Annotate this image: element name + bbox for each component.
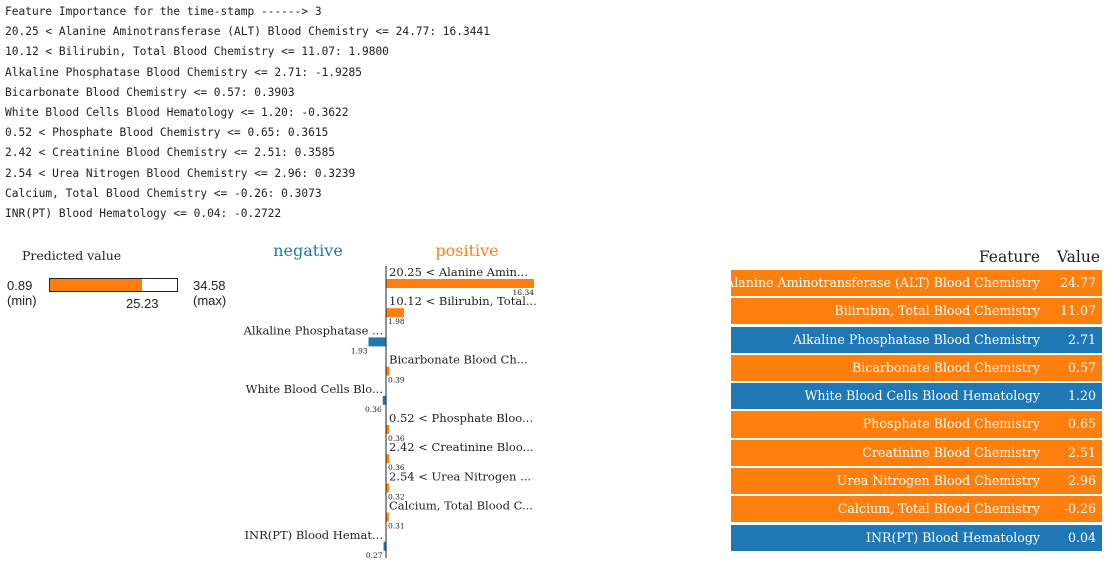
console-line: 0.52 < Phosphate Blood Chemistry <= 0.65… — [5, 126, 329, 140]
bar-value-label: 0.36 — [388, 434, 405, 443]
importance-bar — [368, 337, 386, 347]
console-line: Bicarbonate Blood Chemistry <= 0.57: 0.3… — [5, 85, 295, 99]
bar-feature-label: 0.52 < Phosphate Bloo... — [389, 411, 533, 425]
table-cell-feature: Creatinine Blood Chemistry — [862, 444, 1040, 460]
console-line: 2.42 < Creatinine Blood Chemistry <= 2.5… — [5, 146, 336, 160]
table-row: INR(PT) Blood Hematology 0.04 — [731, 524, 1102, 551]
predicted-value-title: Predicted value — [22, 248, 122, 263]
predicted-max-caption: (max) — [193, 293, 227, 308]
table-cell-value: 0.65 — [1067, 416, 1096, 432]
importance-bar — [386, 483, 389, 493]
bar-feature-label: 20.25 < Alanine Amin... — [389, 265, 528, 279]
table-cell-value: 11.07 — [1059, 303, 1096, 319]
table-row: Phosphate Blood Chemistry 0.65 — [731, 411, 1102, 438]
bar-feature-label: Bicarbonate Blood Ch... — [389, 353, 528, 367]
table-row: Bilirubin, Total Blood Chemistry 11.07 — [731, 298, 1102, 325]
table-cell-feature: Calcium, Total Blood Chemistry — [837, 501, 1040, 517]
importance-bar — [386, 366, 390, 376]
bar-value-label: 0.36 — [388, 463, 405, 472]
feature-importance-chart: negative positive 20.25 < Alanine Amin..… — [243, 241, 537, 560]
table-row: White Blood Cells Blood Hematology 1.20 — [731, 383, 1102, 410]
predicted-value-label: 25.23 — [126, 296, 159, 311]
table-row: Bicarbonate Blood Chemistry 0.57 — [731, 354, 1102, 381]
bar-value-label: 1.93 — [351, 346, 368, 355]
table-header: Feature Value — [731, 246, 1102, 270]
header-value: Value — [1056, 248, 1100, 266]
table-cell-value: 0.57 — [1067, 359, 1096, 375]
header-feature: Feature — [978, 248, 1040, 266]
table-cell-value: 2.71 — [1067, 331, 1096, 347]
table-cell-value: 0.04 — [1067, 529, 1096, 545]
console-line: INR(PT) Blood Hematology <= 0.04: -0.272… — [5, 206, 282, 220]
table-row: Alanine Aminotransferase (ALT) Blood Che… — [725, 270, 1102, 297]
console-line: 10.12 < Bilirubin, Total Blood Chemistry… — [5, 45, 389, 59]
predicted-min-value: 0.89 — [7, 278, 33, 293]
table-cell-value: 2.96 — [1067, 472, 1096, 488]
table-cell-feature: Bicarbonate Blood Chemistry — [852, 359, 1040, 375]
importance-bar — [386, 279, 534, 288]
bar-feature-label: White Blood Cells Blo... — [246, 382, 383, 396]
importance-bar — [382, 395, 386, 405]
table-cell-value: 1.20 — [1067, 388, 1096, 404]
bar-value-label: 0.36 — [365, 405, 382, 414]
bar-value-label: 0.39 — [388, 376, 405, 385]
bar-value-label: 0.32 — [388, 492, 405, 501]
console-line: White Blood Cells Blood Hematology <= 1.… — [5, 105, 349, 119]
bar-feature-label: 2.54 < Urea Nitrogen ... — [389, 469, 531, 483]
predicted-max-value: 34.58 — [193, 278, 226, 293]
console-line: Calcium, Total Blood Chemistry <= -0.26:… — [5, 186, 322, 200]
bar-feature-label: INR(PT) Blood Hemat... — [245, 528, 383, 542]
table-row: Creatinine Blood Chemistry 2.51 — [731, 439, 1102, 466]
positive-legend-label: positive — [435, 241, 498, 260]
importance-bar — [383, 541, 386, 551]
predicted-value-fill — [50, 279, 142, 291]
bar-value-label: 16.34 — [513, 288, 535, 297]
console-line: Alkaline Phosphatase Blood Chemistry <= … — [5, 65, 362, 79]
table-cell-feature: Alkaline Phosphatase Blood Chemistry — [792, 331, 1040, 347]
console-line: Feature Importance for the time-stamp --… — [5, 5, 322, 18]
predicted-value-bar — [49, 278, 178, 292]
bar-feature-label: Calcium, Total Blood C... — [389, 499, 533, 513]
table-row: Alkaline Phosphatase Blood Chemistry 2.71 — [731, 326, 1102, 353]
table-cell-feature: Urea Nitrogen Blood Chemistry — [836, 472, 1040, 488]
table-cell-value: 24.77 — [1059, 275, 1096, 290]
table-cell-feature: Alanine Aminotransferase (ALT) Blood Che… — [725, 275, 1040, 290]
bar-value-label: 0.31 — [388, 522, 405, 531]
table-cell-value: 2.51 — [1067, 444, 1096, 460]
predicted-min-caption: (min) — [7, 293, 37, 308]
table-cell-feature: White Blood Cells Blood Hematology — [804, 388, 1040, 404]
bar-feature-label: Alkaline Phosphatase ... — [243, 323, 383, 337]
console-output: Feature Importance for the time-stamp --… — [5, 2, 490, 224]
table-row: Urea Nitrogen Blood Chemistry 2.96 — [731, 467, 1102, 495]
negative-legend-label: negative — [273, 241, 343, 260]
importance-bar — [386, 454, 390, 464]
predicted-value-panel: Predicted value 0.89 (min) 25.23 34.58 (… — [0, 240, 240, 340]
table-cell-feature: Phosphate Blood Chemistry — [862, 416, 1040, 432]
console-line: 2.54 < Urea Nitrogen Blood Chemistry <= … — [5, 166, 356, 180]
table-cell-feature: INR(PT) Blood Hematology — [865, 529, 1040, 545]
console-line: 20.25 < Alanine Aminotransferase (ALT) B… — [5, 25, 490, 39]
importance-bar — [386, 308, 404, 318]
bar-value-label: 0.27 — [366, 551, 383, 560]
table-cell-feature: Bilirubin, Total Blood Chemistry — [834, 303, 1040, 319]
table-cell-value: -0.26 — [1063, 501, 1096, 517]
table-row: Calcium, Total Blood Chemistry -0.26 — [731, 496, 1102, 523]
bar-feature-label: 10.12 < Bilirubin, Total... — [389, 294, 537, 308]
importance-bar — [386, 512, 389, 522]
bar-feature-label: 2.42 < Creatinine Bloo... — [389, 440, 534, 454]
importance-bar — [386, 425, 390, 434]
feature-value-table: Feature Value Alanine Aminotransferase (… — [725, 246, 1102, 553]
bar-value-label: 1.98 — [388, 317, 405, 326]
